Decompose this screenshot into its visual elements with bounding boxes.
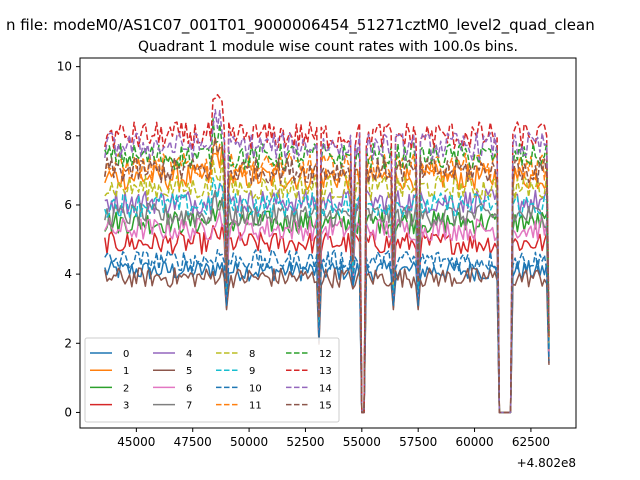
x-tick-label: 50000 xyxy=(230,435,268,449)
series-line-14 xyxy=(104,108,550,414)
legend-label-13: 13 xyxy=(319,366,332,377)
legend-label-11: 11 xyxy=(249,401,262,412)
plot-area-frame xyxy=(79,57,577,429)
y-tick-label: 8 xyxy=(64,129,72,143)
y-tick-label: 4 xyxy=(64,267,72,281)
legend-label-3: 3 xyxy=(123,401,129,412)
y-tick-label: 6 xyxy=(64,198,72,212)
legend-label-10: 10 xyxy=(249,383,262,394)
y-tick-label: 2 xyxy=(64,336,72,350)
x-tick-label: 62500 xyxy=(512,435,550,449)
x-axis-offset-label: +4.802e8 xyxy=(517,456,576,470)
legend-label-4: 4 xyxy=(186,349,192,360)
legend-label-15: 15 xyxy=(319,401,332,412)
legend-label-14: 14 xyxy=(319,383,332,394)
y-tick-label: 10 xyxy=(57,60,72,74)
x-tick-label: 52500 xyxy=(286,435,324,449)
legend-label-6: 6 xyxy=(186,383,192,394)
legend-label-8: 8 xyxy=(249,349,255,360)
legend-label-0: 0 xyxy=(123,349,129,360)
legend-label-1: 1 xyxy=(123,366,129,377)
legend-frame xyxy=(84,337,340,423)
legend-label-12: 12 xyxy=(319,349,332,360)
series-line-7 xyxy=(104,189,550,414)
x-tick-label: 47500 xyxy=(174,435,212,449)
legend-label-2: 2 xyxy=(123,383,129,394)
series-line-8 xyxy=(104,157,550,414)
x-axis: 45000 47500 50000 52500 55000 57500 60000 62500 xyxy=(117,428,550,449)
x-tick-label: 57500 xyxy=(399,435,437,449)
figure-suptitle: n file: modeM0/AS1C07_001T01_9000006454_… xyxy=(6,16,595,35)
series-layer xyxy=(104,93,550,414)
series-line-5 xyxy=(104,267,550,414)
chart-title: Quadrant 1 module wise count rates with … xyxy=(138,39,518,55)
series-line-11 xyxy=(104,136,550,414)
series-line-15 xyxy=(104,137,550,414)
series-line-6 xyxy=(104,211,550,414)
series-line-9 xyxy=(104,177,550,414)
x-tick-label: 60000 xyxy=(455,435,493,449)
series-line-10 xyxy=(104,248,550,414)
x-tick-label: 45000 xyxy=(117,435,155,449)
legend-label-5: 5 xyxy=(186,366,192,377)
x-tick-label: 55000 xyxy=(343,435,381,449)
legend-label-7: 7 xyxy=(186,401,192,412)
y-axis: 0 2 4 6 8 10 xyxy=(57,60,80,419)
y-tick-label: 0 xyxy=(64,405,72,419)
legend-label-9: 9 xyxy=(249,366,255,377)
